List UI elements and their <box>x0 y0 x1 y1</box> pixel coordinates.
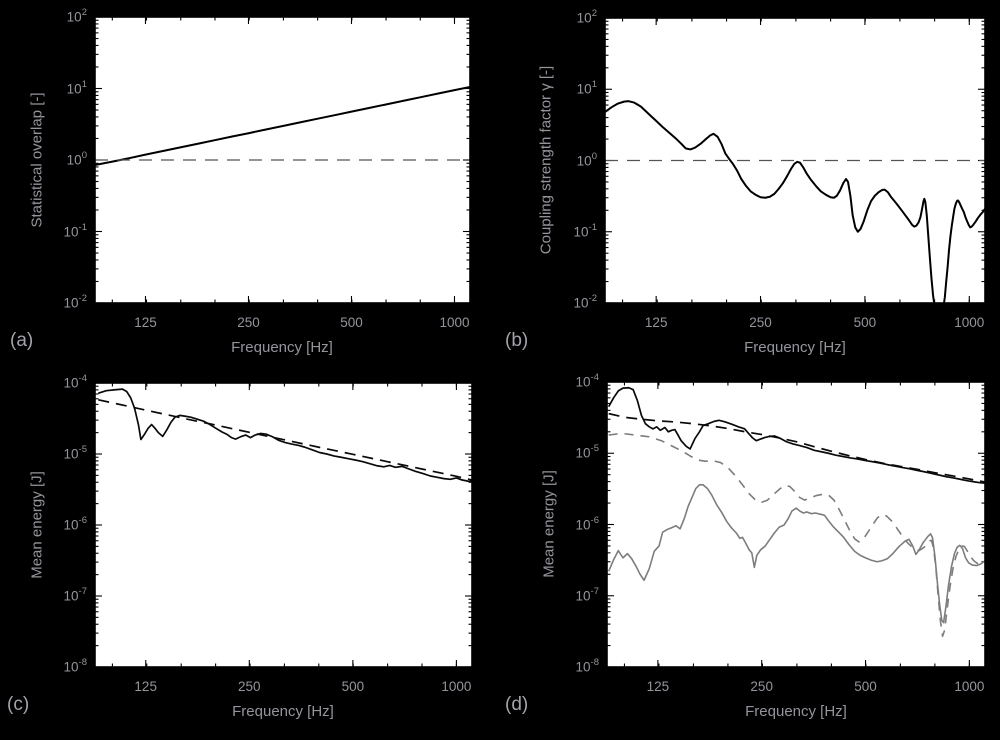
y-tick-label: 10-8 <box>575 657 599 675</box>
x-tick-label: 125 <box>646 679 670 694</box>
x-tick-label: 500 <box>854 679 877 694</box>
y-tick-label: 102 <box>66 7 87 25</box>
y-tick-label: 10-6 <box>575 514 599 533</box>
axes-frame <box>604 17 986 304</box>
series-group <box>98 388 472 483</box>
x-axis-label-c: Frequency [Hz] <box>232 703 334 720</box>
panel-label-d: (d) <box>505 694 529 715</box>
x-tick-label: 250 <box>237 315 260 330</box>
panel-label-a: (a) <box>10 330 34 351</box>
x-tick-label: 500 <box>853 315 877 330</box>
x-tick-label: 1000 <box>954 679 985 694</box>
y-tick-label: 10-7 <box>63 586 87 604</box>
axes-frame <box>606 381 986 668</box>
curve-mean-energy-solid-black <box>607 386 985 485</box>
x-tick-label: 1000 <box>439 315 470 330</box>
curve-coupling-strength-solid-black <box>605 100 985 303</box>
panel-label-b: (b) <box>505 330 529 351</box>
curve-statistical-overlap-solid-black <box>95 86 470 167</box>
curve-mean-energy-dashed-black <box>98 398 472 481</box>
x-tick-label: 1000 <box>954 315 985 330</box>
y-tick-label: 10-6 <box>63 515 87 533</box>
y-tick-label: 101 <box>66 78 87 97</box>
curve-mean-energy-dashed-black <box>608 412 985 483</box>
series-group <box>607 386 985 638</box>
y-tick-label: 10-4 <box>575 372 599 390</box>
y-tick-label: 102 <box>576 8 597 26</box>
x-axis-label-a: Frequency [Hz] <box>231 339 333 356</box>
y-tick-label: 10-2 <box>63 293 87 311</box>
y-tick-label: 10-5 <box>63 444 87 462</box>
y-tick-label: 10-2 <box>573 293 597 311</box>
x-tick-label: 125 <box>134 679 157 694</box>
y-tick-label: 10-1 <box>573 221 597 240</box>
axes-frame <box>94 382 473 668</box>
x-tick-label: 250 <box>749 315 772 330</box>
x-tick-label: 1000 <box>441 679 472 694</box>
y-tick-label: 10-1 <box>63 221 87 240</box>
axes-frame <box>94 16 471 304</box>
y-tick-label: 10-4 <box>63 373 87 391</box>
x-tick-label: 250 <box>750 679 773 694</box>
panel-label-c: (c) <box>7 694 30 715</box>
y-tick-label: 100 <box>576 150 597 169</box>
x-axis-label-b: Frequency [Hz] <box>744 339 846 356</box>
y-tick-label: 10-5 <box>575 443 599 461</box>
curve-mean-energy-dashed-gray <box>608 432 985 638</box>
x-tick-label: 500 <box>341 679 365 694</box>
panel-d <box>606 381 986 668</box>
x-tick-label: 125 <box>134 315 157 330</box>
x-tick-label: 125 <box>644 315 668 330</box>
panel-c <box>94 382 473 668</box>
panel-a <box>94 16 471 304</box>
plot-area <box>607 382 985 667</box>
x-tick-label: 500 <box>340 315 363 330</box>
plot-area <box>95 383 472 667</box>
y-tick-label: 10-8 <box>63 657 87 675</box>
panel-b <box>604 17 986 304</box>
y-tick-label: 100 <box>66 150 87 168</box>
series-group <box>605 100 985 303</box>
x-axis-label-d: Frequency [Hz] <box>745 703 847 720</box>
x-tick-label: 250 <box>238 679 261 694</box>
y-tick-label: 10-7 <box>575 585 599 604</box>
y-tick-label: 101 <box>576 79 597 97</box>
series-group <box>95 86 470 167</box>
